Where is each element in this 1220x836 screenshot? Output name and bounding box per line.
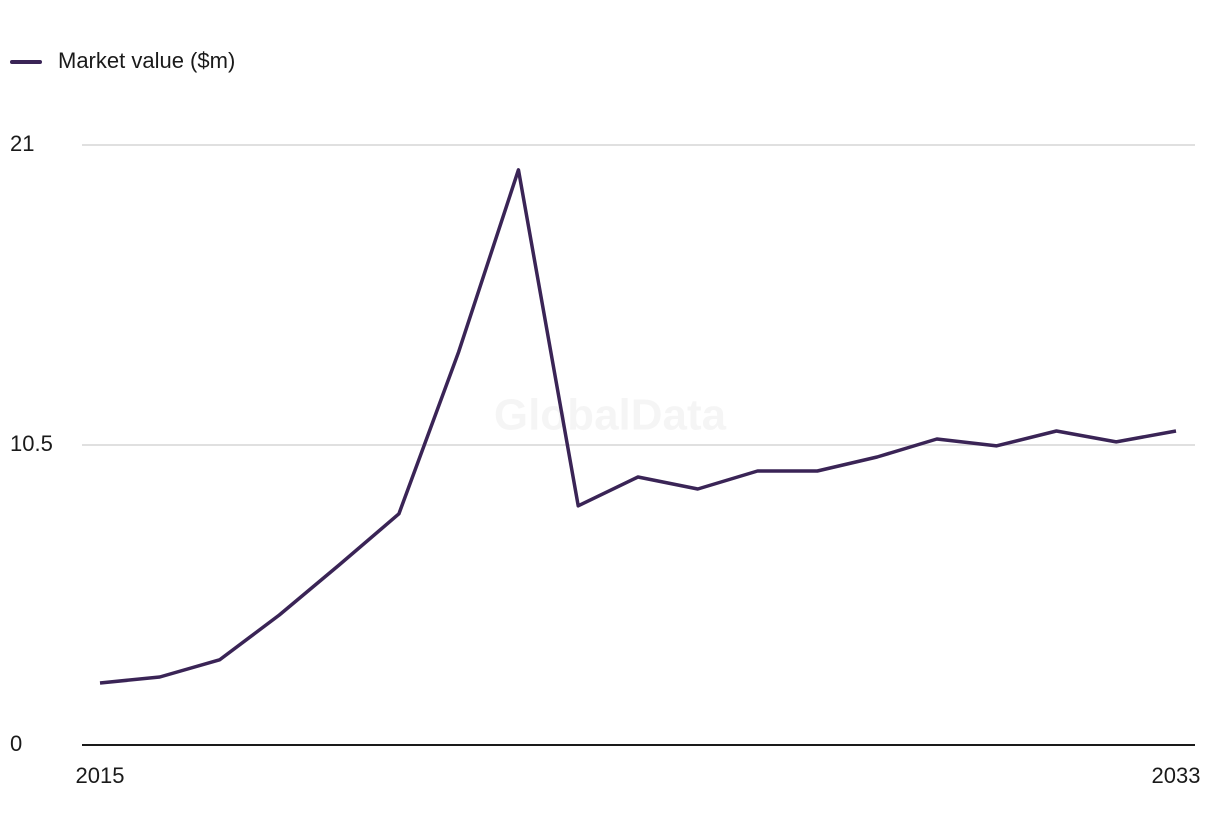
x-tick-label: 2015 (76, 763, 125, 788)
y-tick-label: 0 (10, 731, 22, 756)
y-tick-label: 21 (10, 131, 34, 156)
watermark: GlobalData (494, 391, 727, 440)
y-tick-label: 10.5 (10, 431, 53, 456)
x-tick-label: 2033 (1152, 763, 1201, 788)
series-line (99, 168, 1177, 685)
legend-label: Market value ($m) (58, 48, 235, 73)
